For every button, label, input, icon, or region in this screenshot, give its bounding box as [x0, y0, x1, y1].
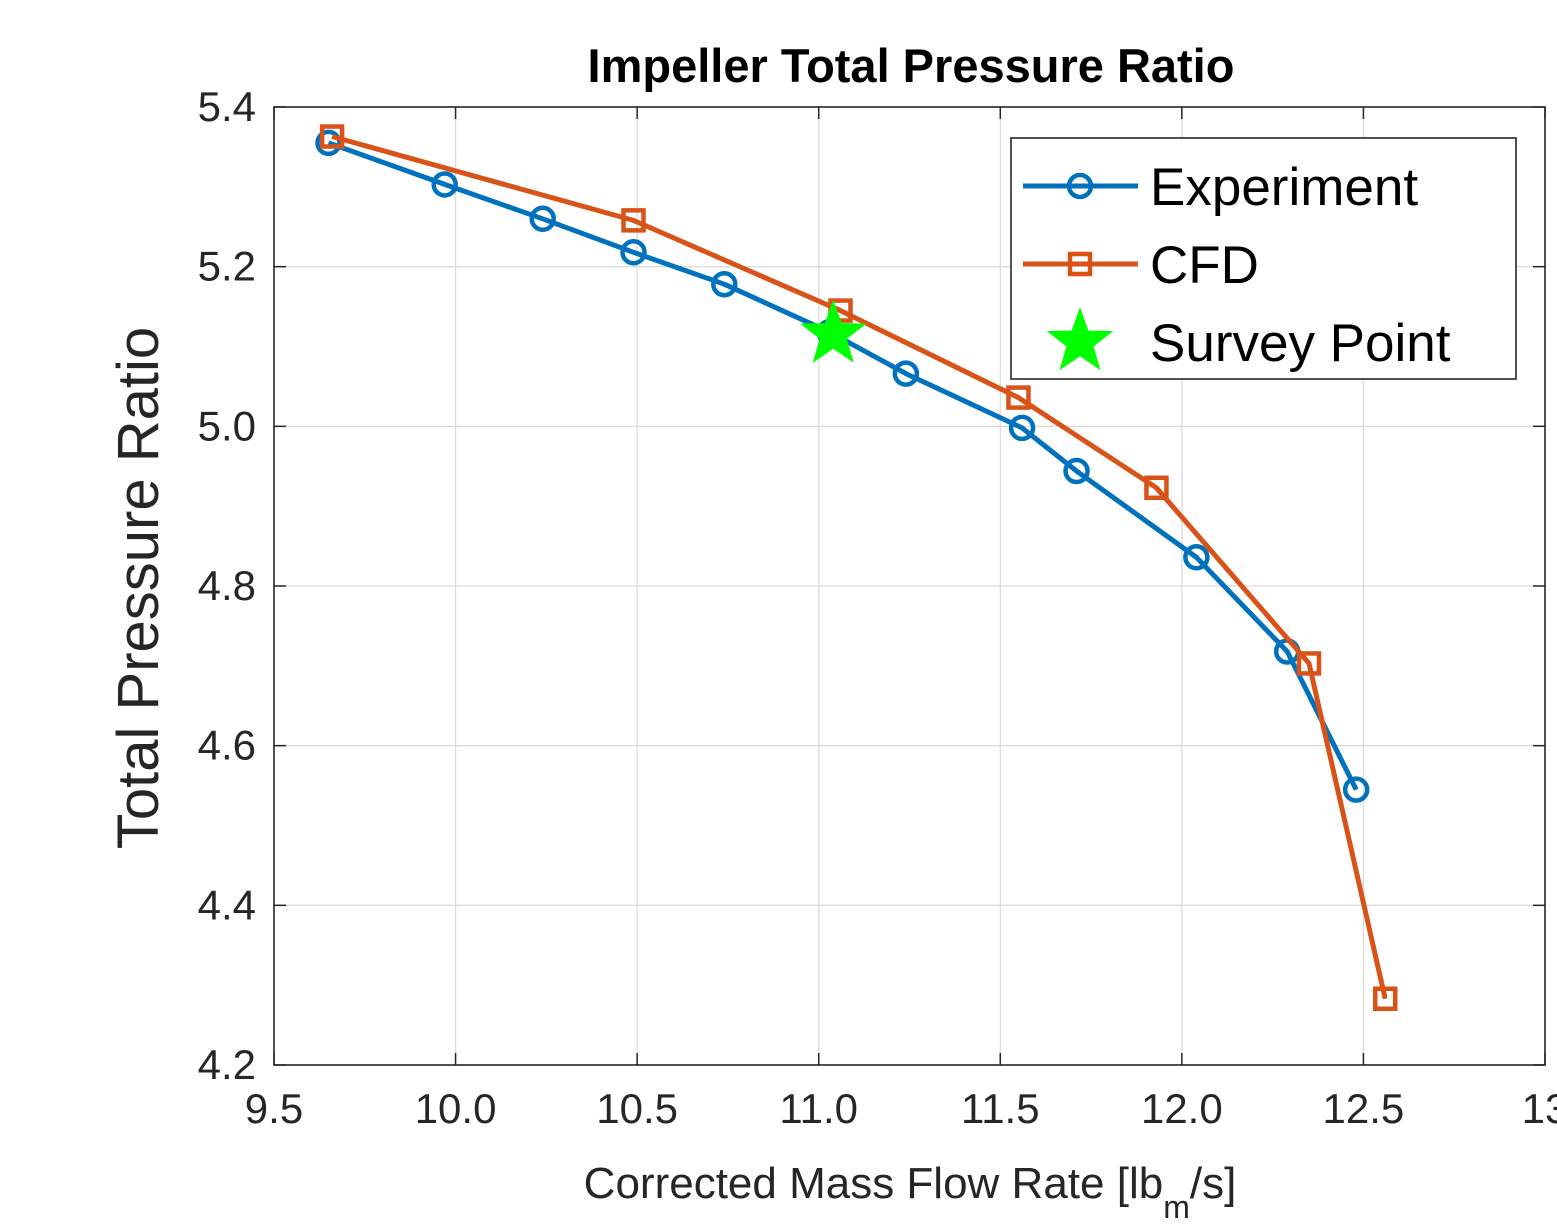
data-point-cfd: [621, 208, 646, 233]
legend-label: CFD: [1150, 236, 1259, 295]
x-tick-label: 10.5: [596, 1085, 678, 1132]
y-axis-ticks: 4.2 4.4 4.6 4.8 5.0 5.2 5.4: [198, 83, 1545, 1088]
legend-entries: Experiment CFD Survey Point: [1023, 158, 1451, 373]
y-tick-label: 4.8: [198, 562, 256, 609]
legend-swatch-marker: [1046, 306, 1114, 371]
y-tick-label: 5.4: [198, 83, 256, 130]
x-axis-label-main: Corrected Mass Flow Rate [lb: [584, 1159, 1164, 1208]
y-tick-label: 5.0: [198, 402, 256, 449]
data-point-experiment: [620, 239, 647, 266]
y-tick-label: 4.2: [198, 1041, 256, 1088]
legend-swatch-marker: [1066, 172, 1094, 200]
x-tick-label: 11.5: [961, 1085, 1040, 1132]
series-line-experiment: [327, 140, 1359, 791]
legend-entry-experiment: Experiment: [1023, 158, 1418, 217]
legend-entry-cfd: CFD: [1023, 236, 1259, 295]
y-tick-label: 5.2: [198, 243, 256, 290]
legend: Experiment CFD Survey Point: [1010, 137, 1517, 380]
data-point-experiment: [711, 270, 738, 298]
legend-entry-survey-point: Survey Point: [1046, 306, 1451, 373]
x-tick-label: 13: [1522, 1085, 1557, 1132]
x-tick-label: 11.0: [779, 1085, 858, 1132]
data-point-experiment: [529, 205, 556, 233]
series-line-cfd: [331, 134, 1388, 1000]
data-point-experiment: [1063, 457, 1090, 485]
x-axis-label-subscript: m: [1163, 1189, 1190, 1224]
x-tick-label: 12.0: [1141, 1085, 1223, 1132]
x-axis-label: Corrected Mass Flow Rate [lbm/s]: [584, 1159, 1237, 1224]
legend-swatch-marker: [1067, 251, 1093, 277]
data-point-cfd: [1006, 385, 1031, 410]
data-point-experiment: [1342, 776, 1370, 803]
legend-label: Experiment: [1150, 158, 1418, 217]
y-tick-label: 4.6: [198, 722, 256, 769]
data-point-experiment: [431, 171, 458, 198]
data-point-cfd: [319, 124, 345, 149]
data-point-cfd: [1296, 651, 1322, 676]
y-axis-label: Total Pressure Ratio: [106, 327, 171, 849]
series: [315, 124, 1398, 1011]
data-point-cfd: [1144, 475, 1169, 501]
x-tick-label: 9.5: [245, 1085, 303, 1132]
legend-label: Survey Point: [1150, 314, 1451, 373]
data-point-experiment: [1008, 414, 1036, 442]
x-tick-label: 12.5: [1323, 1085, 1405, 1132]
chart-title: Impeller Total Pressure Ratio: [588, 39, 1235, 92]
data-point-experiment: [315, 129, 342, 157]
data-point-experiment: [892, 360, 920, 387]
x-axis-ticks: 9.5 10.0 10.5 11.0 11.5 12.0 12.5 13: [245, 107, 1557, 1132]
series-experiment: [315, 129, 1370, 803]
series-survey-point: [799, 299, 867, 363]
data-point-survey-point: [799, 299, 867, 363]
data-point-cfd: [1372, 986, 1398, 1011]
data-point-experiment: [1183, 544, 1210, 571]
x-axis-label-tail: /s]: [1190, 1159, 1236, 1208]
y-tick-label: 4.4: [198, 881, 256, 928]
x-tick-label: 10.0: [415, 1085, 497, 1132]
